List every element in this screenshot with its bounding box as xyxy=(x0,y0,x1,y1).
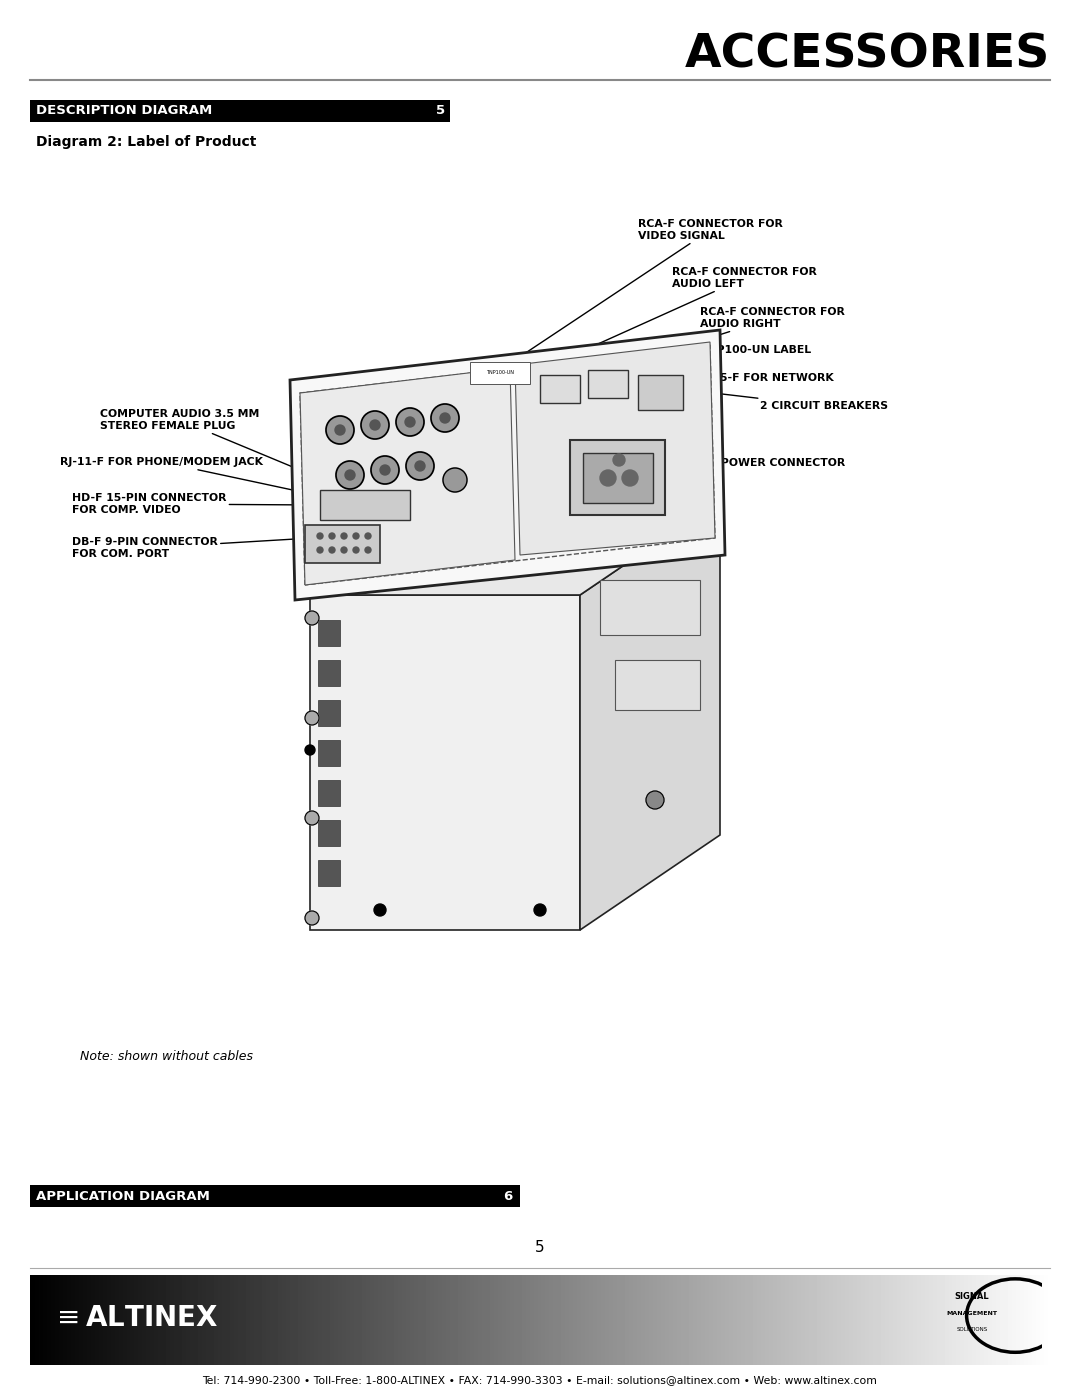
Text: COMPUTER AUDIO 3.5 MM
STEREO FEMALE PLUG: COMPUTER AUDIO 3.5 MM STEREO FEMALE PLUG xyxy=(100,409,300,469)
Polygon shape xyxy=(300,367,515,585)
Text: RCA-F CONNECTOR FOR
AUDIO LEFT: RCA-F CONNECTOR FOR AUDIO LEFT xyxy=(518,267,816,380)
Text: RJ-11-F FOR PHONE/MODEM JACK: RJ-11-F FOR PHONE/MODEM JACK xyxy=(60,457,316,495)
Bar xyxy=(30,101,450,122)
Circle shape xyxy=(305,610,319,624)
Circle shape xyxy=(405,416,415,427)
Bar xyxy=(318,740,340,766)
Bar xyxy=(470,362,530,384)
Circle shape xyxy=(431,404,459,432)
Text: Note: shown without cables: Note: shown without cables xyxy=(80,1051,253,1063)
Circle shape xyxy=(380,465,390,475)
Circle shape xyxy=(305,711,319,725)
Circle shape xyxy=(305,812,319,826)
Text: RJ45-F FOR NETWORK: RJ45-F FOR NETWORK xyxy=(638,373,834,393)
Bar xyxy=(318,780,340,806)
Circle shape xyxy=(600,469,616,486)
Circle shape xyxy=(329,548,335,553)
Text: DESCRIPTION DIAGRAM: DESCRIPTION DIAGRAM xyxy=(36,105,213,117)
Circle shape xyxy=(613,454,625,467)
Polygon shape xyxy=(310,595,580,930)
Circle shape xyxy=(329,534,335,539)
Bar xyxy=(638,374,683,409)
Circle shape xyxy=(365,548,372,553)
Text: Diagram 2: Label of Product: Diagram 2: Label of Product xyxy=(36,136,256,149)
Text: APPLICATION DIAGRAM: APPLICATION DIAGRAM xyxy=(36,1189,210,1203)
Circle shape xyxy=(326,416,354,444)
Text: SIGNAL: SIGNAL xyxy=(955,1292,989,1301)
Bar xyxy=(583,453,653,503)
Bar xyxy=(305,525,380,563)
Bar xyxy=(320,490,410,520)
Text: HD-F 15-PIN CONNECTOR
FOR COMP. VIDEO: HD-F 15-PIN CONNECTOR FOR COMP. VIDEO xyxy=(72,493,320,515)
Text: $\equiv$ALTINEX: $\equiv$ALTINEX xyxy=(51,1305,218,1333)
Circle shape xyxy=(374,904,386,916)
Circle shape xyxy=(341,548,347,553)
Circle shape xyxy=(443,468,467,492)
Text: 5: 5 xyxy=(436,105,445,117)
Bar xyxy=(318,820,340,847)
Circle shape xyxy=(646,791,664,809)
Bar xyxy=(540,374,580,402)
Circle shape xyxy=(440,414,450,423)
Circle shape xyxy=(305,911,319,925)
Circle shape xyxy=(318,534,323,539)
Circle shape xyxy=(336,461,364,489)
Bar xyxy=(30,1185,519,1207)
Circle shape xyxy=(345,469,355,481)
Text: RCA-F CONNECTOR FOR
VIDEO SIGNAL: RCA-F CONNECTOR FOR VIDEO SIGNAL xyxy=(500,219,783,370)
Text: DB-F 9-PIN CONNECTOR
FOR COM. PORT: DB-F 9-PIN CONNECTOR FOR COM. PORT xyxy=(72,538,312,559)
Text: RCA-F CONNECTOR FOR
AUDIO RIGHT: RCA-F CONNECTOR FOR AUDIO RIGHT xyxy=(536,307,845,393)
Text: ACCESSORIES: ACCESSORIES xyxy=(685,32,1050,77)
Text: TNP100-UN: TNP100-UN xyxy=(486,370,514,376)
Polygon shape xyxy=(291,330,725,599)
Circle shape xyxy=(365,534,372,539)
Text: 2 CIRCUIT BREAKERS: 2 CIRCUIT BREAKERS xyxy=(688,390,888,411)
Bar xyxy=(588,370,627,398)
Circle shape xyxy=(534,904,546,916)
Bar xyxy=(318,700,340,726)
Circle shape xyxy=(335,425,345,434)
Circle shape xyxy=(372,455,399,483)
Polygon shape xyxy=(310,500,720,595)
Polygon shape xyxy=(300,345,715,585)
Text: 5: 5 xyxy=(536,1241,544,1255)
Circle shape xyxy=(396,408,424,436)
Circle shape xyxy=(353,548,359,553)
Polygon shape xyxy=(515,342,715,555)
Bar xyxy=(318,659,340,686)
Circle shape xyxy=(341,534,347,539)
Circle shape xyxy=(361,411,389,439)
Bar xyxy=(318,620,340,645)
Polygon shape xyxy=(580,500,720,930)
Circle shape xyxy=(406,453,434,481)
Circle shape xyxy=(415,461,426,471)
Circle shape xyxy=(622,469,638,486)
Text: SOLUTIONS: SOLUTIONS xyxy=(957,1327,987,1331)
Bar xyxy=(570,440,665,515)
Circle shape xyxy=(305,745,315,754)
Text: TNP100-UN LABEL: TNP100-UN LABEL xyxy=(530,345,811,365)
Text: 6: 6 xyxy=(503,1189,512,1203)
Circle shape xyxy=(318,548,323,553)
Bar xyxy=(615,659,700,710)
Text: MANAGEMENT: MANAGEMENT xyxy=(946,1310,998,1316)
Circle shape xyxy=(370,420,380,430)
Bar xyxy=(600,580,700,636)
Text: UNIVERSAL AC POWER CONNECTOR: UNIVERSAL AC POWER CONNECTOR xyxy=(570,458,846,478)
Text: Tel: 714-990-2300 • Toll-Free: 1-800-ALTINEX • FAX: 714-990-3303 • E-mail: solut: Tel: 714-990-2300 • Toll-Free: 1-800-ALT… xyxy=(203,1375,877,1384)
Circle shape xyxy=(353,534,359,539)
Bar xyxy=(318,861,340,886)
